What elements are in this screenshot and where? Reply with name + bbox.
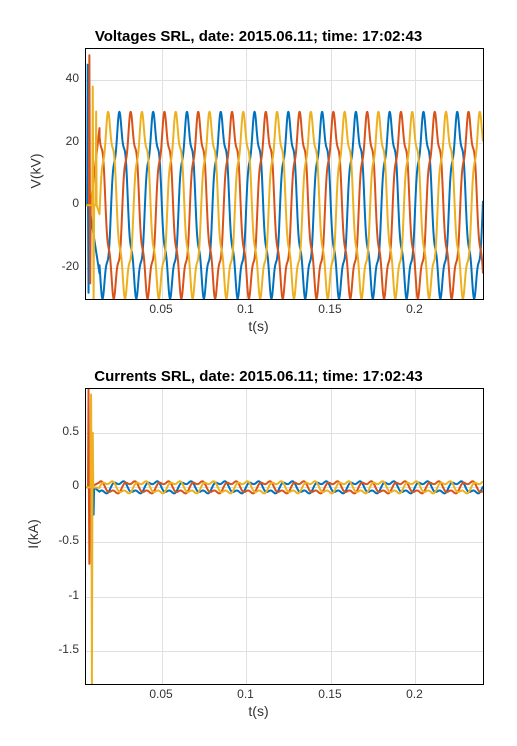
chart1-title: Voltages SRL, date: 2015.06.11; time: 17… <box>0 28 517 45</box>
xtick-label: 0.2 <box>399 687 429 701</box>
xtick-label: 0.1 <box>230 687 260 701</box>
ytick-label: -0.5 <box>58 533 79 547</box>
xtick-label: 0.05 <box>146 687 176 701</box>
chart2-svg <box>86 389 483 684</box>
chart2-xlabel: t(s) <box>0 703 517 719</box>
xtick-label: 0.1 <box>230 302 260 316</box>
ytick-label: 0.5 <box>62 424 79 438</box>
chart1-plot-area <box>85 48 484 300</box>
chart1-ylabel: V(kV) <box>28 154 44 189</box>
xtick-label: 0.15 <box>315 687 345 701</box>
ytick-label: -1 <box>68 588 79 602</box>
ytick-label: 0 <box>72 196 79 210</box>
page: Voltages SRL, date: 2015.06.11; time: 17… <box>0 0 517 746</box>
chart2-ylabel: I(kA) <box>25 519 41 549</box>
ytick-label: -1.5 <box>58 642 79 656</box>
chart1-xlabel: t(s) <box>0 318 517 334</box>
chart1-svg <box>86 49 483 299</box>
chart2-series-1 <box>86 389 483 564</box>
ytick-label: -20 <box>62 259 79 273</box>
xtick-label: 0.05 <box>146 302 176 316</box>
ytick-label: 40 <box>66 71 79 85</box>
chart2-series-2 <box>86 394 483 684</box>
ytick-label: 0 <box>72 478 79 492</box>
xtick-label: 0.15 <box>315 302 345 316</box>
chart2-plot-area <box>85 388 484 685</box>
ytick-label: 20 <box>66 134 79 148</box>
chart2-title: Currents SRL, date: 2015.06.11; time: 17… <box>0 368 517 385</box>
xtick-label: 0.2 <box>399 302 429 316</box>
